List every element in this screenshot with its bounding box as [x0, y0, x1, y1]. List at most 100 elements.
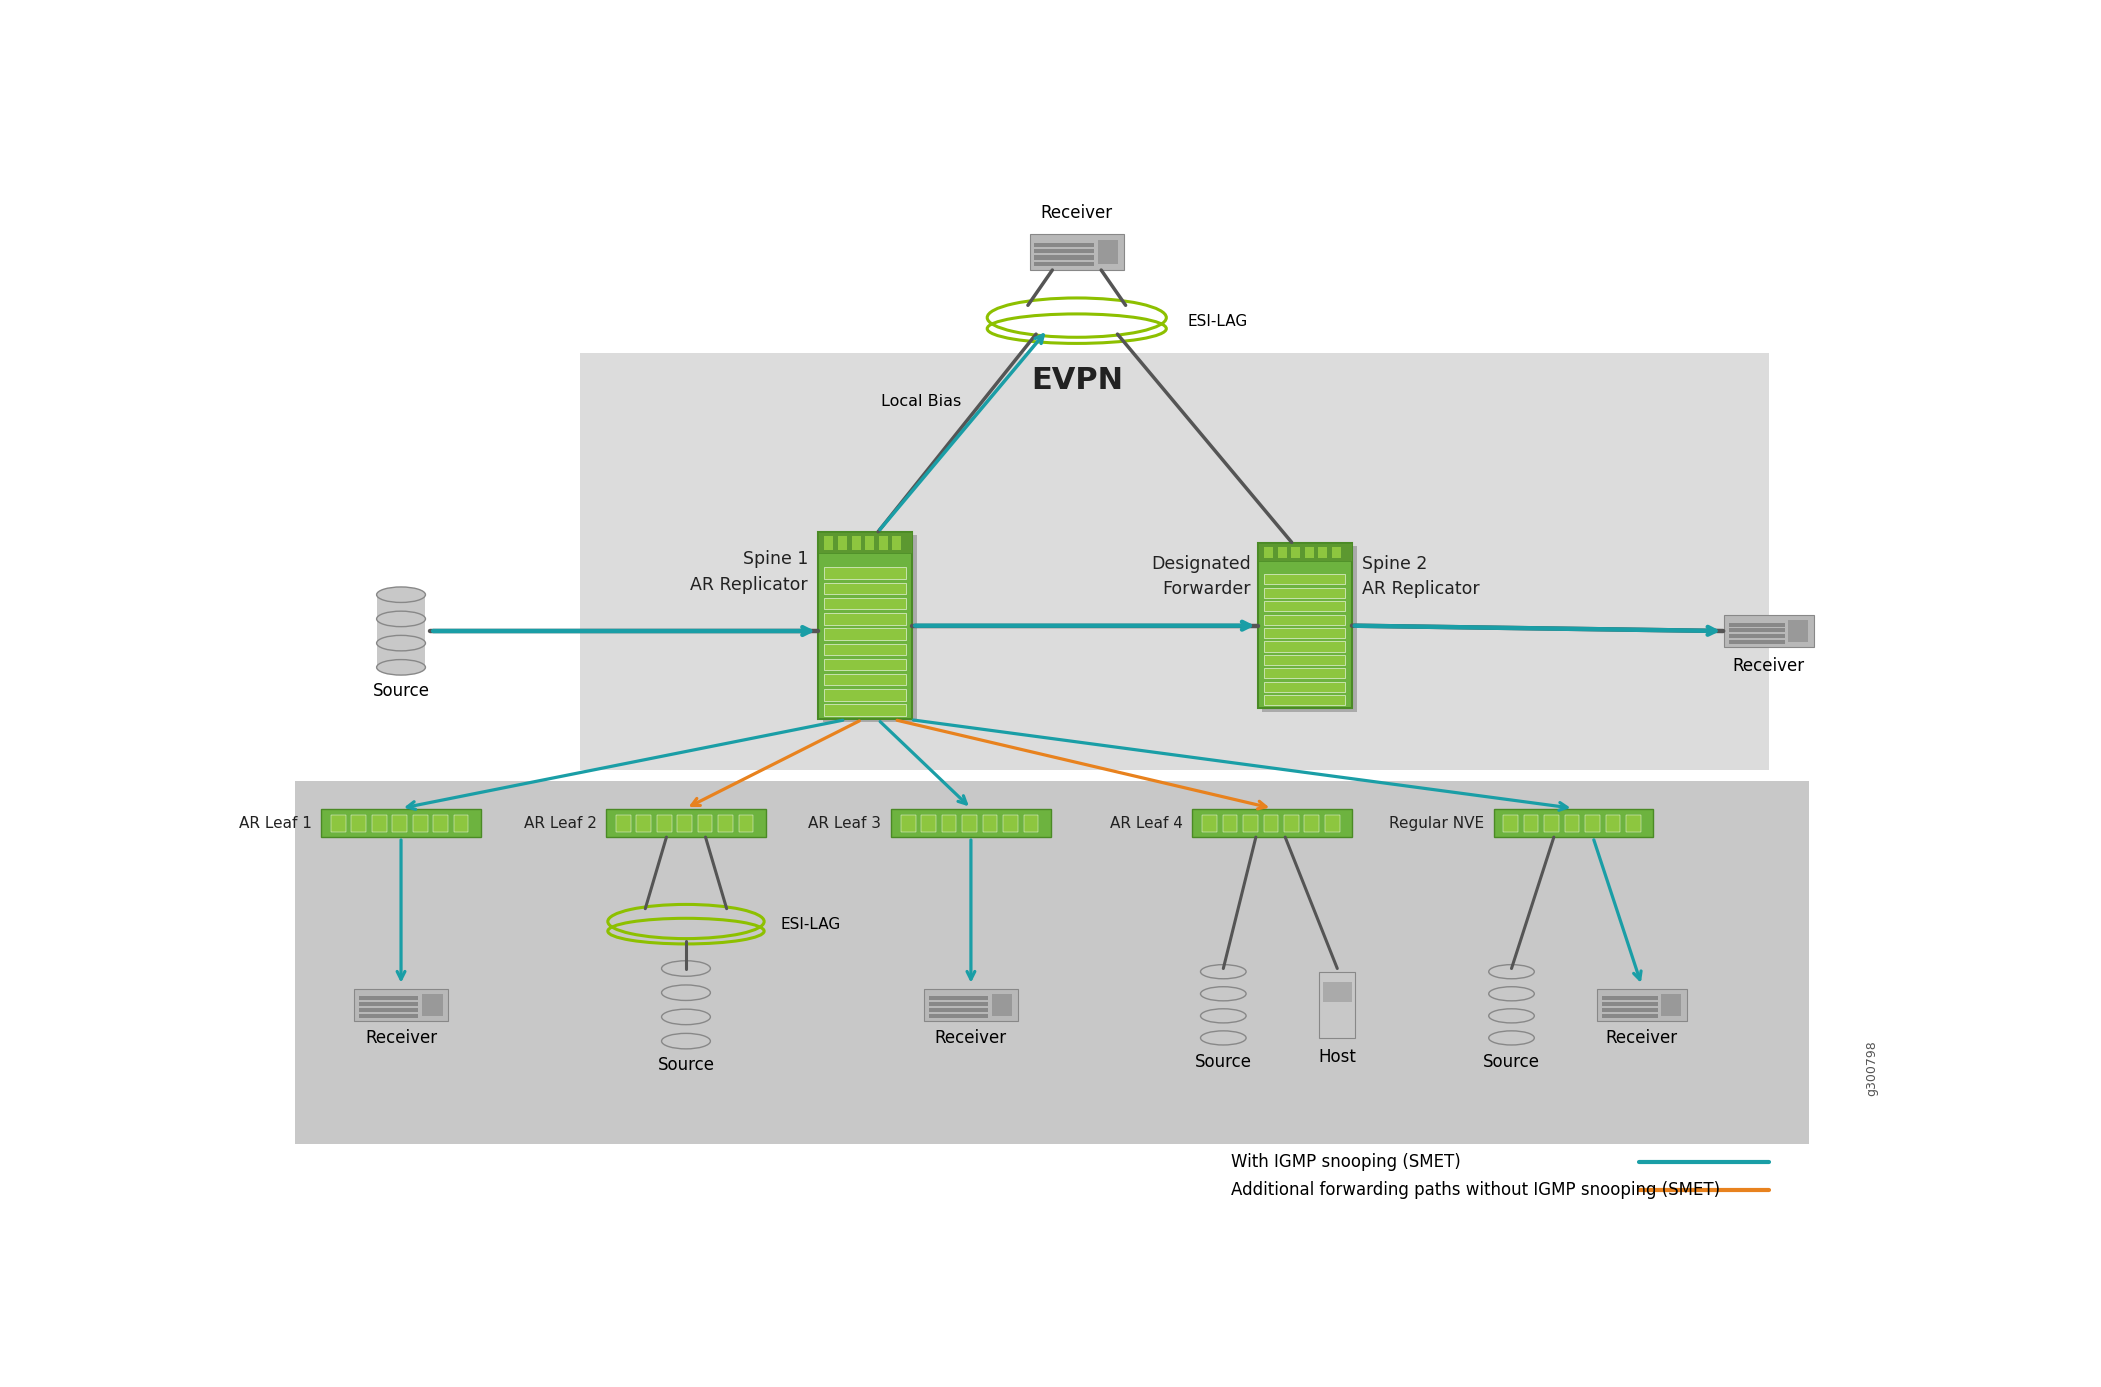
Ellipse shape — [1200, 964, 1246, 979]
Text: Local Bias: Local Bias — [882, 394, 962, 409]
Bar — [321, 810, 481, 838]
Bar — [580, 354, 1769, 770]
Bar — [637, 816, 651, 832]
Text: Receiver: Receiver — [1605, 1029, 1679, 1047]
Text: AR Replicator: AR Replicator — [1361, 580, 1479, 598]
Bar — [359, 1008, 418, 1013]
Bar — [1326, 816, 1340, 832]
Bar — [1305, 546, 1313, 559]
Bar — [824, 689, 906, 700]
Bar — [1490, 993, 1534, 1015]
Text: Source: Source — [1195, 1053, 1252, 1071]
Text: Designated: Designated — [1151, 555, 1250, 573]
Bar — [1202, 816, 1216, 832]
Bar — [359, 1014, 418, 1018]
Bar — [1265, 682, 1345, 692]
Bar — [824, 567, 906, 578]
Ellipse shape — [1490, 964, 1534, 979]
Text: AR Leaf 4: AR Leaf 4 — [1109, 816, 1183, 831]
Bar — [662, 993, 710, 1017]
Text: EVPN: EVPN — [1032, 366, 1122, 394]
Text: Source: Source — [1483, 1053, 1540, 1071]
Text: Regular NVE: Regular NVE — [1389, 816, 1483, 831]
Bar — [1193, 810, 1351, 838]
Bar — [824, 674, 906, 685]
Bar — [1601, 1003, 1658, 1006]
Ellipse shape — [1200, 1031, 1246, 1044]
Bar — [824, 644, 906, 655]
Text: Source: Source — [658, 1056, 714, 1074]
Ellipse shape — [662, 1010, 710, 1025]
Bar — [1034, 250, 1095, 254]
Bar — [1034, 243, 1095, 247]
Bar — [332, 816, 347, 832]
Bar — [1490, 1015, 1534, 1037]
Bar — [372, 816, 387, 832]
Bar — [817, 533, 912, 718]
Bar — [824, 628, 906, 639]
Ellipse shape — [1200, 986, 1246, 1001]
Bar — [1565, 816, 1580, 832]
Text: Receiver: Receiver — [366, 1029, 437, 1047]
Bar — [1305, 816, 1319, 832]
Bar — [1729, 623, 1786, 627]
Bar — [1324, 982, 1351, 1001]
Bar — [1317, 546, 1328, 559]
Bar — [878, 537, 889, 549]
Bar — [662, 968, 710, 993]
Bar — [824, 705, 906, 716]
Bar — [376, 619, 424, 644]
Bar — [1601, 1008, 1658, 1013]
Bar — [1200, 993, 1246, 1015]
Bar — [1265, 655, 1345, 664]
Text: ESI-LAG: ESI-LAG — [1187, 313, 1248, 329]
Bar — [1029, 234, 1124, 269]
Bar — [929, 1014, 987, 1018]
Bar — [1662, 993, 1681, 1017]
Text: Spine 2: Spine 2 — [1361, 555, 1427, 573]
Bar — [1729, 628, 1786, 632]
Bar — [1004, 816, 1017, 832]
Bar — [1263, 816, 1277, 832]
Ellipse shape — [1200, 1008, 1246, 1022]
Bar — [1605, 816, 1620, 832]
Bar — [433, 816, 448, 832]
Bar — [1265, 695, 1345, 705]
Bar — [924, 989, 1019, 1021]
Bar — [376, 595, 424, 619]
Bar — [1523, 816, 1538, 832]
Bar — [1265, 669, 1345, 678]
Bar — [1332, 546, 1340, 559]
Text: ESI-LAG: ESI-LAG — [779, 917, 840, 932]
Text: AR Leaf 2: AR Leaf 2 — [523, 816, 597, 831]
Bar — [1277, 546, 1286, 559]
Text: Receiver: Receiver — [935, 1029, 1006, 1047]
Bar — [422, 993, 443, 1017]
Bar — [1223, 816, 1237, 832]
Text: With IGMP snooping (SMET): With IGMP snooping (SMET) — [1231, 1153, 1460, 1171]
Ellipse shape — [1490, 1031, 1534, 1044]
Bar — [1544, 816, 1559, 832]
Bar — [1586, 816, 1599, 832]
Ellipse shape — [662, 985, 710, 1000]
Bar — [851, 537, 861, 549]
Bar — [698, 816, 712, 832]
Bar — [1265, 614, 1345, 624]
Text: AR Replicator: AR Replicator — [691, 576, 809, 594]
Bar — [1265, 628, 1345, 638]
Bar — [1265, 642, 1345, 652]
Bar — [1729, 634, 1786, 638]
Ellipse shape — [1490, 986, 1534, 1001]
Bar — [824, 613, 906, 624]
Bar — [359, 996, 418, 1000]
Bar — [962, 816, 977, 832]
Bar — [1319, 972, 1355, 1037]
Bar — [824, 598, 906, 609]
Bar — [1265, 588, 1345, 598]
Bar — [1729, 639, 1786, 644]
Ellipse shape — [376, 587, 424, 602]
Bar — [1597, 989, 1687, 1021]
Bar — [901, 816, 916, 832]
Bar — [677, 816, 691, 832]
Bar — [1265, 601, 1345, 612]
